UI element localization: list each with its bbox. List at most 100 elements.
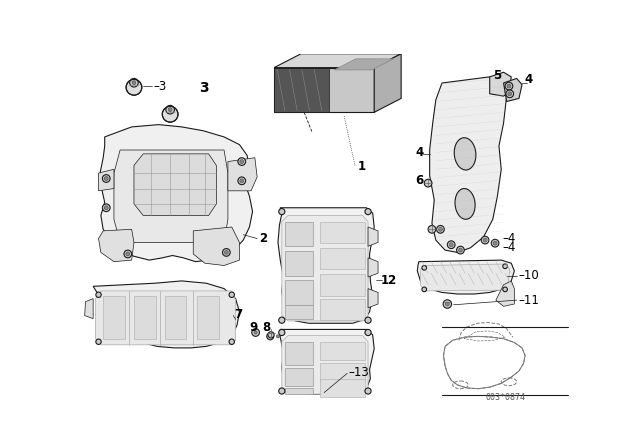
Circle shape [223, 249, 230, 256]
Circle shape [447, 241, 455, 249]
Circle shape [428, 225, 436, 233]
Polygon shape [282, 336, 368, 394]
Text: –10: –10 [518, 269, 539, 282]
Circle shape [279, 388, 285, 394]
Text: 8: 8 [262, 321, 271, 334]
Circle shape [229, 292, 234, 297]
Circle shape [481, 236, 489, 244]
Polygon shape [368, 227, 378, 246]
Circle shape [163, 107, 178, 122]
Polygon shape [228, 158, 257, 191]
Text: –4: –4 [503, 241, 516, 254]
Text: –13: –13 [349, 366, 369, 379]
Polygon shape [274, 68, 329, 112]
Text: 2: 2 [259, 232, 267, 245]
Circle shape [424, 179, 432, 187]
Polygon shape [99, 229, 134, 262]
Text: 1: 1 [357, 160, 365, 173]
Polygon shape [504, 78, 522, 102]
Circle shape [130, 78, 138, 87]
Polygon shape [84, 299, 93, 319]
Circle shape [132, 81, 136, 85]
Polygon shape [368, 258, 378, 277]
Polygon shape [274, 54, 401, 68]
Polygon shape [285, 251, 312, 276]
Polygon shape [278, 208, 374, 323]
Polygon shape [100, 125, 253, 262]
Circle shape [422, 287, 427, 292]
Circle shape [449, 243, 453, 247]
Polygon shape [197, 296, 219, 339]
Circle shape [240, 159, 244, 164]
Ellipse shape [454, 138, 476, 170]
Polygon shape [320, 363, 365, 382]
Polygon shape [285, 388, 312, 394]
Text: 3: 3 [198, 82, 208, 95]
Circle shape [503, 264, 508, 269]
Text: 7: 7 [234, 307, 242, 320]
Polygon shape [280, 329, 374, 394]
Text: –3: –3 [153, 80, 166, 93]
Circle shape [505, 82, 513, 90]
Circle shape [503, 287, 508, 292]
Circle shape [443, 300, 452, 308]
Circle shape [238, 158, 246, 165]
Polygon shape [103, 296, 125, 339]
Circle shape [96, 292, 101, 297]
Circle shape [456, 246, 464, 254]
Polygon shape [368, 289, 378, 308]
Polygon shape [334, 59, 394, 70]
Circle shape [438, 228, 442, 231]
Polygon shape [164, 296, 186, 339]
Polygon shape [193, 227, 239, 266]
Circle shape [507, 84, 511, 88]
Circle shape [104, 206, 108, 210]
Circle shape [102, 204, 110, 211]
Polygon shape [320, 274, 365, 296]
Polygon shape [320, 222, 365, 243]
Polygon shape [320, 248, 365, 269]
Circle shape [240, 179, 244, 183]
Text: 12: 12 [380, 274, 397, 287]
Circle shape [483, 238, 487, 242]
Circle shape [365, 208, 371, 215]
Polygon shape [496, 281, 515, 306]
Polygon shape [274, 68, 374, 112]
Polygon shape [429, 77, 507, 252]
Polygon shape [134, 296, 156, 339]
Polygon shape [93, 281, 239, 348]
Polygon shape [285, 305, 312, 319]
Circle shape [166, 105, 175, 114]
Text: 5: 5 [493, 69, 501, 82]
Circle shape [493, 241, 497, 245]
Circle shape [279, 317, 285, 323]
Circle shape [279, 329, 285, 336]
Circle shape [252, 329, 259, 336]
Polygon shape [490, 72, 511, 96]
Text: –4: –4 [503, 232, 516, 245]
Polygon shape [320, 342, 365, 360]
Text: 6: 6 [415, 174, 423, 187]
Polygon shape [114, 150, 228, 242]
Polygon shape [134, 154, 216, 215]
Text: –11: –11 [518, 293, 539, 307]
Polygon shape [320, 379, 365, 397]
Circle shape [276, 335, 280, 338]
Polygon shape [417, 260, 515, 294]
Circle shape [168, 108, 172, 112]
Polygon shape [95, 291, 236, 345]
Polygon shape [99, 169, 114, 191]
Circle shape [445, 302, 449, 306]
Circle shape [422, 266, 427, 270]
Circle shape [365, 329, 371, 336]
Polygon shape [374, 54, 401, 112]
Circle shape [96, 339, 101, 345]
Circle shape [458, 248, 462, 252]
Polygon shape [282, 215, 368, 321]
Polygon shape [420, 264, 509, 291]
Circle shape [254, 331, 257, 334]
Circle shape [229, 339, 234, 345]
Circle shape [508, 92, 511, 96]
Circle shape [126, 79, 142, 95]
Polygon shape [285, 368, 312, 386]
